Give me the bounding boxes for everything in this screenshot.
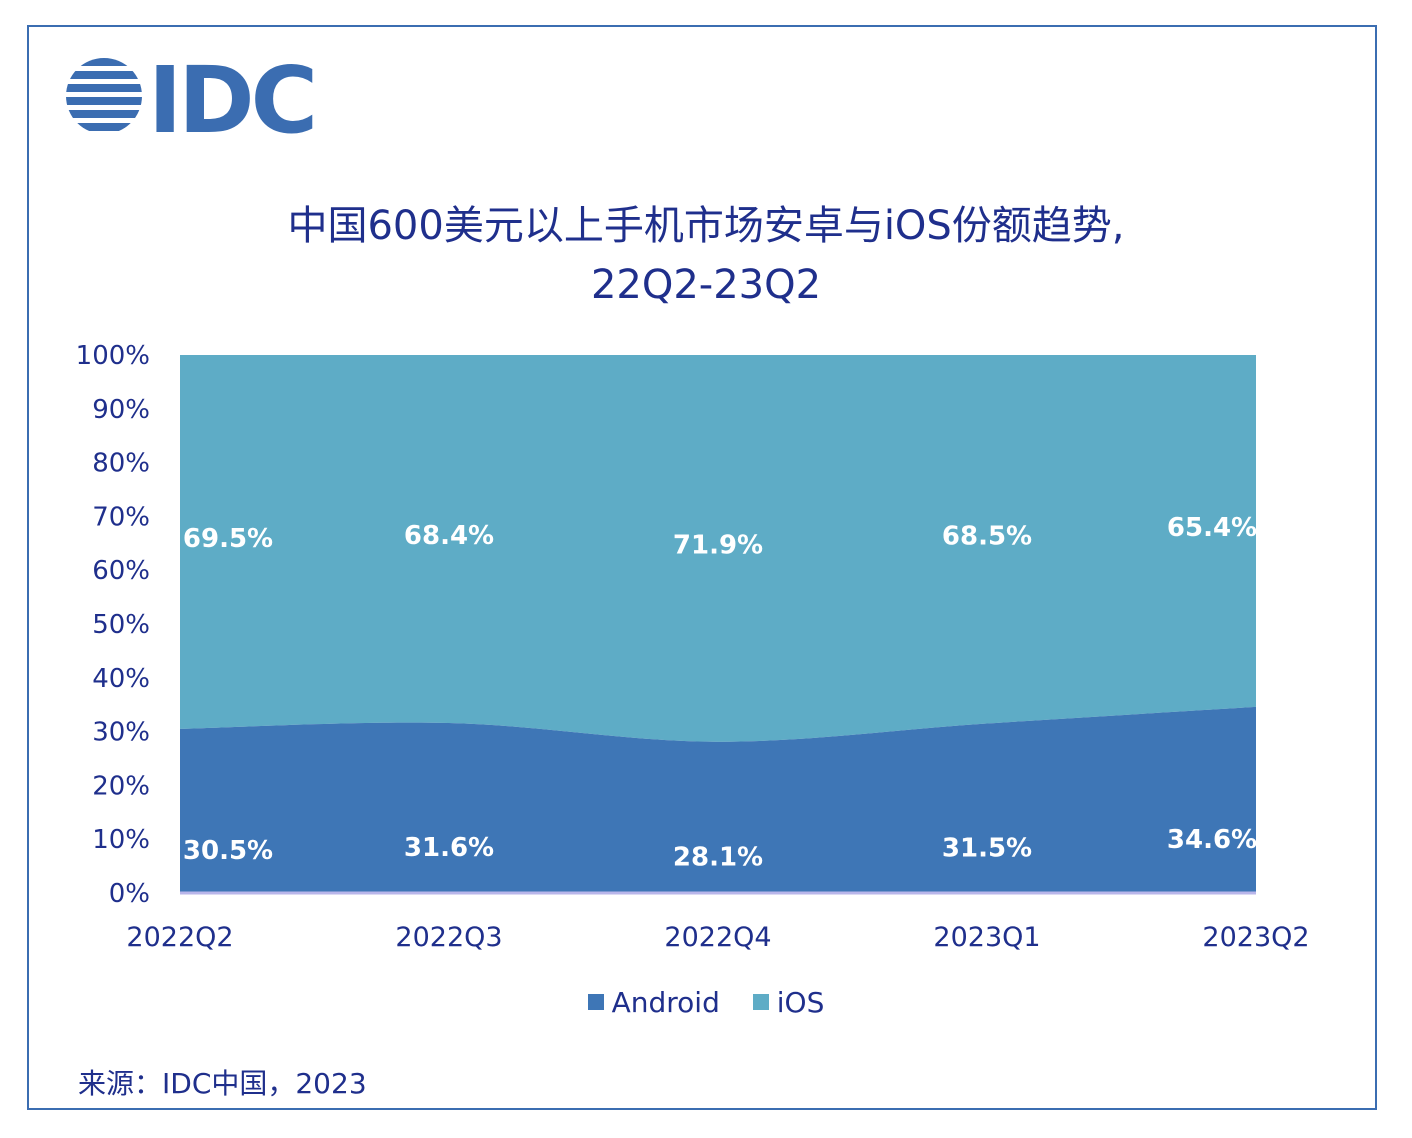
y-tick-label: 100% [76, 341, 150, 371]
data-label-ios: 68.4% [404, 521, 494, 551]
x-tick-label: 2022Q3 [395, 922, 502, 953]
area-android [180, 706, 1256, 893]
legend-swatch-ios [752, 994, 769, 1010]
idc-logo: IDC [66, 54, 314, 138]
idc-logo-text: IDC [148, 54, 314, 138]
legend-swatch-android [587, 994, 604, 1010]
y-tick-label: 80% [92, 449, 150, 479]
y-tick-label: 60% [92, 556, 150, 586]
y-tick-label: 70% [92, 502, 150, 532]
idc-globe-icon [66, 58, 142, 131]
legend-label-ios: iOS [776, 986, 825, 1019]
data-label-ios: 65.4% [1167, 513, 1257, 543]
y-tick-label: 10% [92, 825, 150, 855]
y-tick-label: 20% [92, 771, 150, 801]
chart-title-line2: 22Q2-23Q2 [590, 262, 822, 308]
x-tick-label: 2023Q2 [1202, 922, 1309, 953]
legend-item-ios: iOS [752, 986, 825, 1019]
data-label-android: 31.5% [942, 833, 1032, 863]
legend: Android iOS [0, 986, 1412, 1019]
y-tick-label: 0% [109, 879, 150, 909]
source-note: 来源：IDC中国，2023 [78, 1067, 367, 1100]
x-tick-label: 2022Q2 [126, 922, 233, 953]
data-label-android: 31.6% [404, 833, 494, 863]
data-label-ios: 68.5% [942, 521, 1032, 551]
data-label-ios: 71.9% [673, 530, 763, 560]
y-tick-label: 40% [92, 664, 150, 694]
y-tick-label: 30% [92, 718, 150, 748]
data-label-android: 28.1% [673, 842, 763, 872]
y-tick-label: 50% [92, 610, 150, 640]
data-label-android: 30.5% [183, 836, 273, 866]
x-tick-label: 2022Q4 [664, 922, 771, 953]
chart-title-line1: 中国600美元以上手机市场安卓与iOS份额趋势, [287, 203, 1125, 249]
legend-item-android: Android [587, 986, 720, 1019]
data-label-android: 34.6% [1167, 825, 1257, 855]
x-tick-label: 2023Q1 [933, 922, 1040, 953]
data-label-ios: 69.5% [183, 524, 273, 554]
legend-label-android: Android [611, 986, 720, 1019]
area-ios [180, 355, 1256, 742]
y-tick-label: 90% [92, 395, 150, 425]
